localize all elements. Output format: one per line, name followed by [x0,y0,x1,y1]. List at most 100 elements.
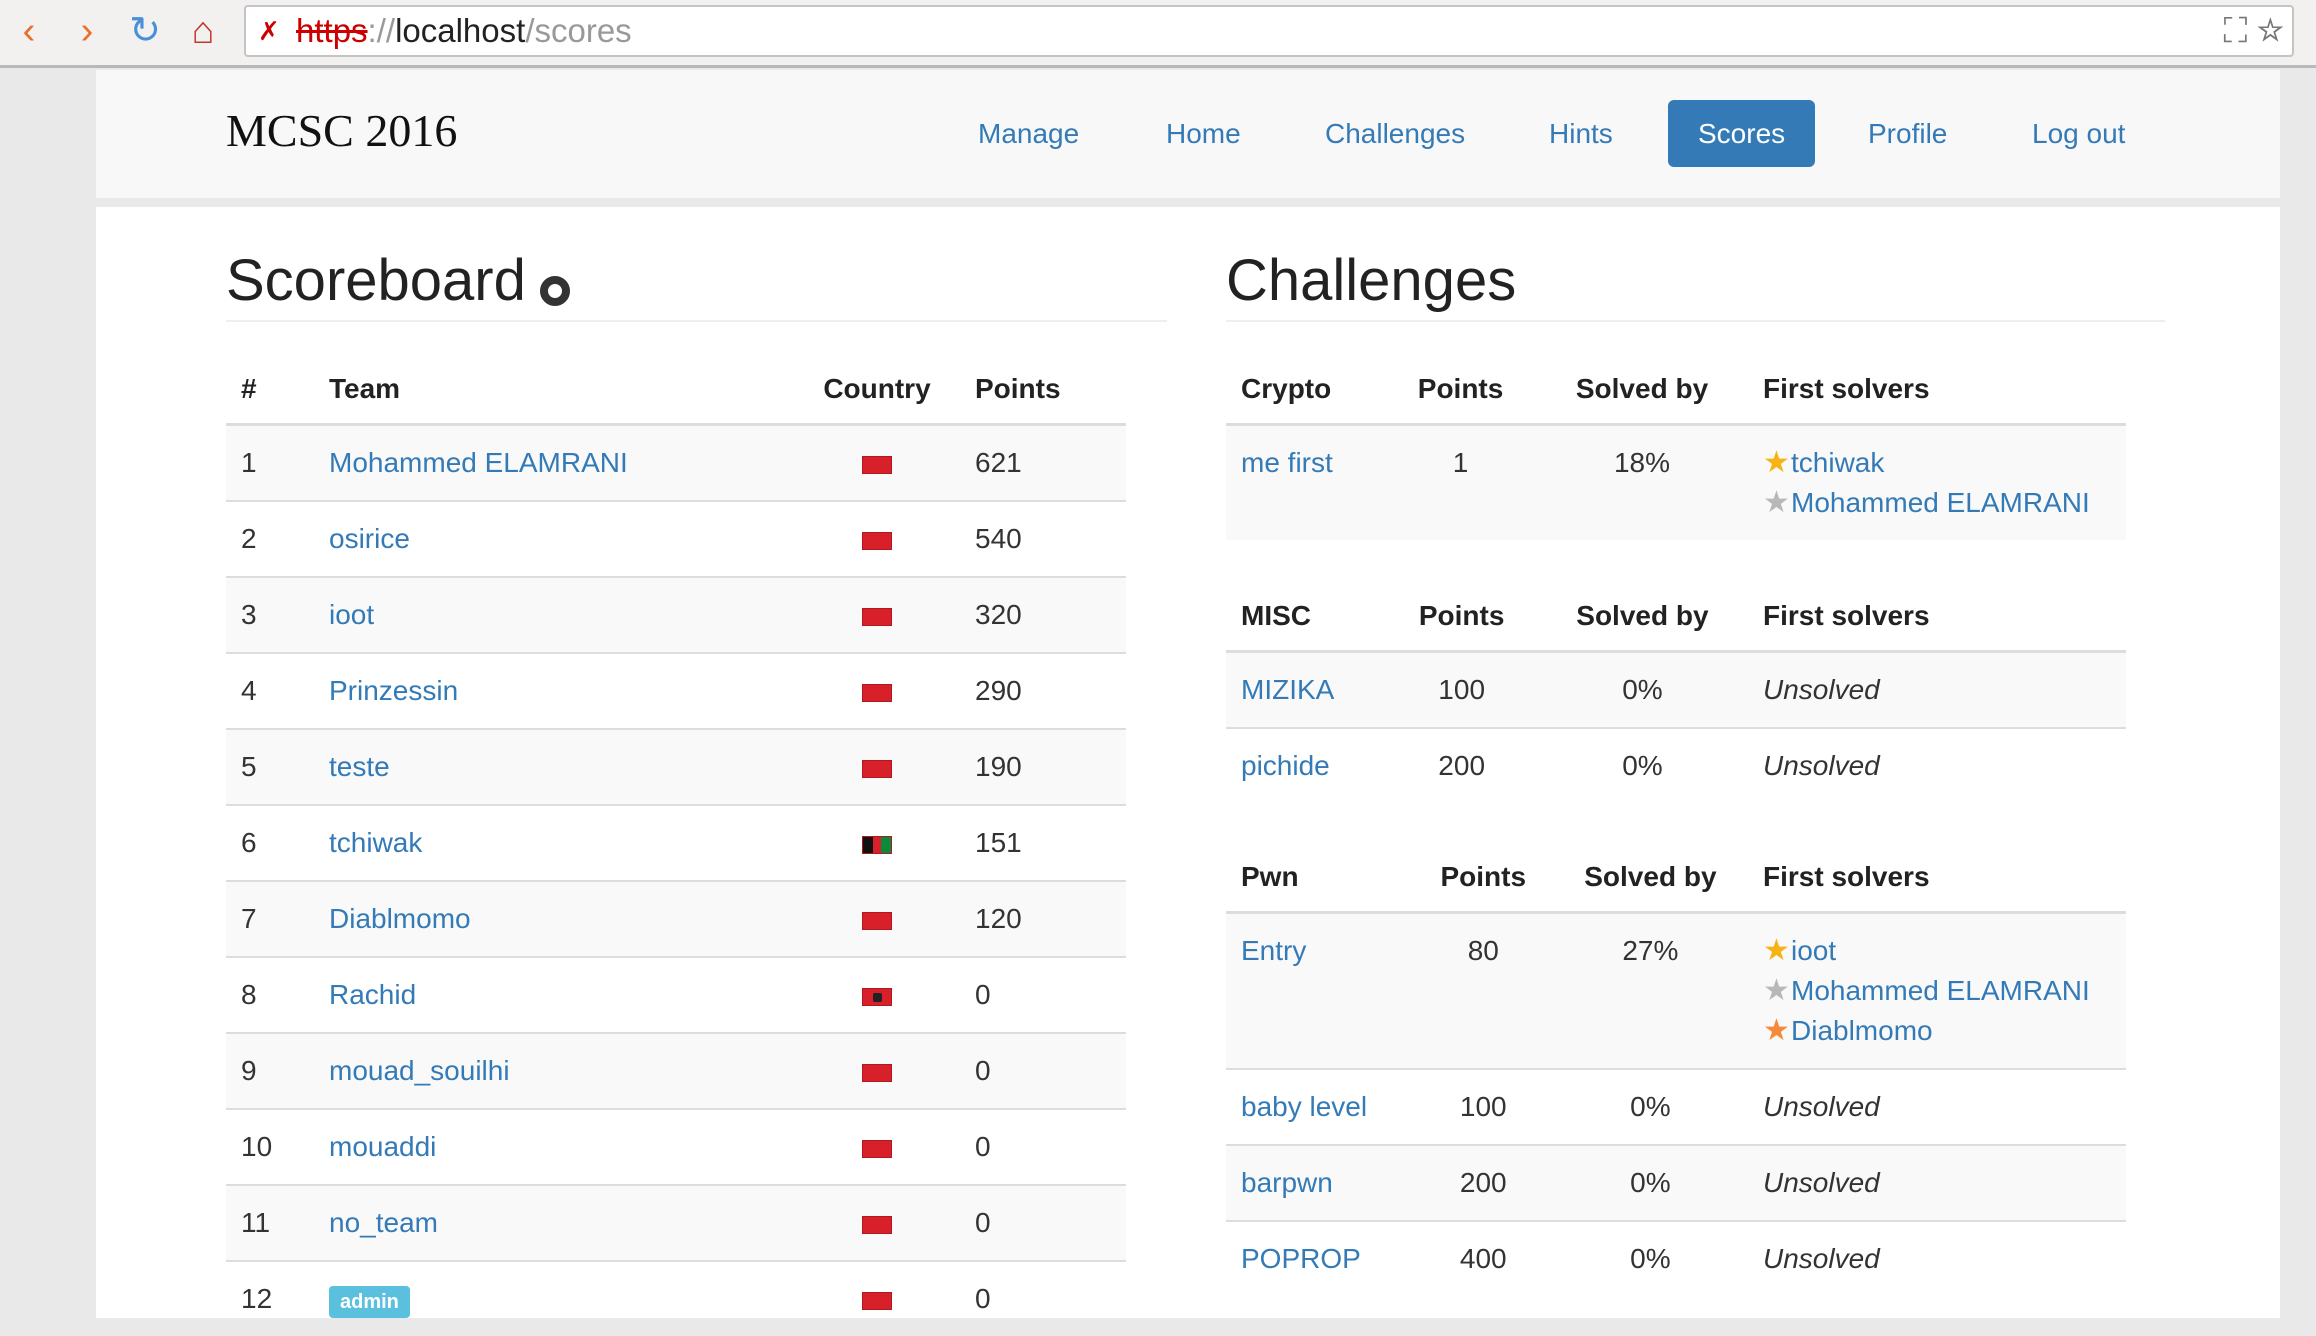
points: 0 [960,1032,1126,1109]
divider [1226,320,2165,322]
challenge-link[interactable]: barpwn [1241,1167,1333,1198]
team-link[interactable]: Diablmomo [329,903,471,934]
solver-link[interactable]: ioot [1791,935,1837,966]
brand[interactable]: MCSC 2016 [226,105,458,156]
solver-link[interactable]: tchiwak [1791,447,1885,478]
challenge-row: baby level 100 0% Unsolved [1226,1068,2126,1145]
team-link[interactable]: Prinzessin [329,675,459,706]
points: 0 [960,1260,1126,1336]
table-row: 6 tchiwak 151 [226,804,1126,881]
table-row: 9 mouad_souilhi 0 [226,1032,1126,1109]
team-link[interactable]: tchiwak [329,827,423,858]
challenge-row: me first 1 18% ★tchiwak ★Mohammed ELAMRAN… [1226,423,2126,540]
rank: 6 [226,804,314,881]
nav-profile[interactable]: Profile [1868,118,1948,149]
team-link[interactable]: Rachid [329,979,417,1010]
challenge-link[interactable]: POPROP [1241,1243,1361,1274]
challenge-row: POPROP 400 0% Unsolved [1226,1220,2126,1296]
challenge-points: 400 [1413,1220,1553,1296]
team-link[interactable]: osirice [329,523,410,554]
rank: 8 [226,956,314,1033]
team-badge[interactable]: admin [329,1286,410,1318]
points: 540 [960,500,1126,577]
bookmark-star-icon[interactable]: ☆ [2256,12,2284,50]
insecure-lock-icon: ✗ [258,16,280,46]
address-bar[interactable]: ✗ https://localhost/scores ⛶ ☆ [244,5,2294,57]
rank: 1 [226,423,314,501]
challenge-link[interactable]: baby level [1241,1091,1368,1122]
table-row: 2 osirice 540 [226,500,1126,577]
table-row: 7 Diablmomo 120 [226,880,1126,957]
morocco-flag-icon [862,1139,892,1158]
morocco-flag-icon [862,1215,892,1234]
main-content: Scoreboard # Team Country Points 1 Moham… [96,207,2280,1336]
col-country: Country [794,355,960,426]
translate-icon[interactable]: ⛶ [2223,12,2248,50]
morocco-flag-icon [862,1063,892,1082]
team-link[interactable]: ioot [329,599,375,630]
solver-link[interactable]: Mohammed ELAMRANI [1791,975,2090,1006]
morocco-flag-icon [862,683,892,702]
unsolved-label: Unsolved [1763,1167,1880,1198]
challenge-link[interactable]: pichide [1241,750,1330,781]
nav-scores[interactable]: Scores [1668,100,1816,167]
bronze-medal-icon: ★ [1763,1014,1790,1047]
morocco-flag-icon [862,607,892,626]
team-link[interactable]: mouad_souilhi [329,1055,510,1086]
challenge-link[interactable]: Entry [1241,935,1307,966]
back-icon[interactable]: ‹ [22,10,36,52]
challenge-points: 100 [1413,1068,1553,1145]
challenge-points: 200 [1386,727,1537,803]
rank: 2 [226,500,314,577]
table-row: 3 ioot 320 [226,576,1126,653]
rank: 10 [226,1108,314,1185]
solver-link[interactable]: Mohammed ELAMRANI [1791,487,2090,518]
browser-toolbar: ‹ › ↻ ⌂ ✗ https://localhost/scores ⛶ ☆ [0,0,2316,68]
scoreboard-table: # Team Country Points 1 Mohammed ELAMRAN… [226,355,1126,1336]
challenge-link[interactable]: me first [1241,447,1333,478]
challenge-points: 100 [1386,650,1537,728]
col-solved-by: Solved by [1536,582,1748,653]
nav-hints[interactable]: Hints [1549,118,1613,149]
col-solved-by: Solved by [1552,843,1748,914]
morocco-flag-icon [862,911,892,930]
albania-flag-icon [862,987,892,1006]
team-link[interactable]: mouaddi [329,1131,437,1162]
points: 621 [960,423,1126,501]
col-points: Points [1385,355,1537,426]
points: 0 [960,956,1126,1033]
solved-percent: 0% [1552,1068,1748,1145]
challenges-heading: Challenges [1226,248,1517,313]
forward-icon[interactable]: › [80,10,94,52]
table-row: 10 mouaddi 0 [226,1108,1126,1185]
refresh-icon[interactable] [539,276,570,306]
nav-logout[interactable]: Log out [2032,118,2126,149]
nav-challenges[interactable]: Challenges [1325,118,1466,149]
category-name: MISC [1226,582,1387,653]
nav-home[interactable]: Home [1166,118,1241,149]
morocco-flag-icon [862,531,892,550]
reload-icon[interactable]: ↻ [129,10,161,52]
home-icon[interactable]: ⌂ [191,10,215,52]
nav-manage[interactable]: Manage [978,118,1080,149]
challenge-points: 80 [1413,911,1553,1069]
points: 151 [960,804,1126,881]
team-link[interactable]: Mohammed ELAMRANI [329,447,628,478]
challenge-points: 200 [1413,1144,1553,1221]
unsolved-label: Unsolved [1763,750,1880,781]
scoreboard-heading: Scoreboard [226,247,570,314]
points: 320 [960,576,1126,653]
solved-percent: 0% [1552,1144,1748,1221]
navbar: MCSC 2016 Manage Home Challenges Hints S… [96,70,2280,198]
team-link[interactable]: no_team [329,1207,438,1238]
solver-link[interactable]: Diablmomo [1791,1015,1933,1046]
rank: 4 [226,652,314,729]
rank: 3 [226,576,314,653]
rank: 9 [226,1032,314,1109]
points: 0 [960,1108,1126,1185]
challenge-link[interactable]: MIZIKA [1241,674,1335,705]
solved-percent: 27% [1552,911,1748,1069]
morocco-flag-icon [862,759,892,778]
team-link[interactable]: teste [329,751,390,782]
points: 290 [960,652,1126,729]
